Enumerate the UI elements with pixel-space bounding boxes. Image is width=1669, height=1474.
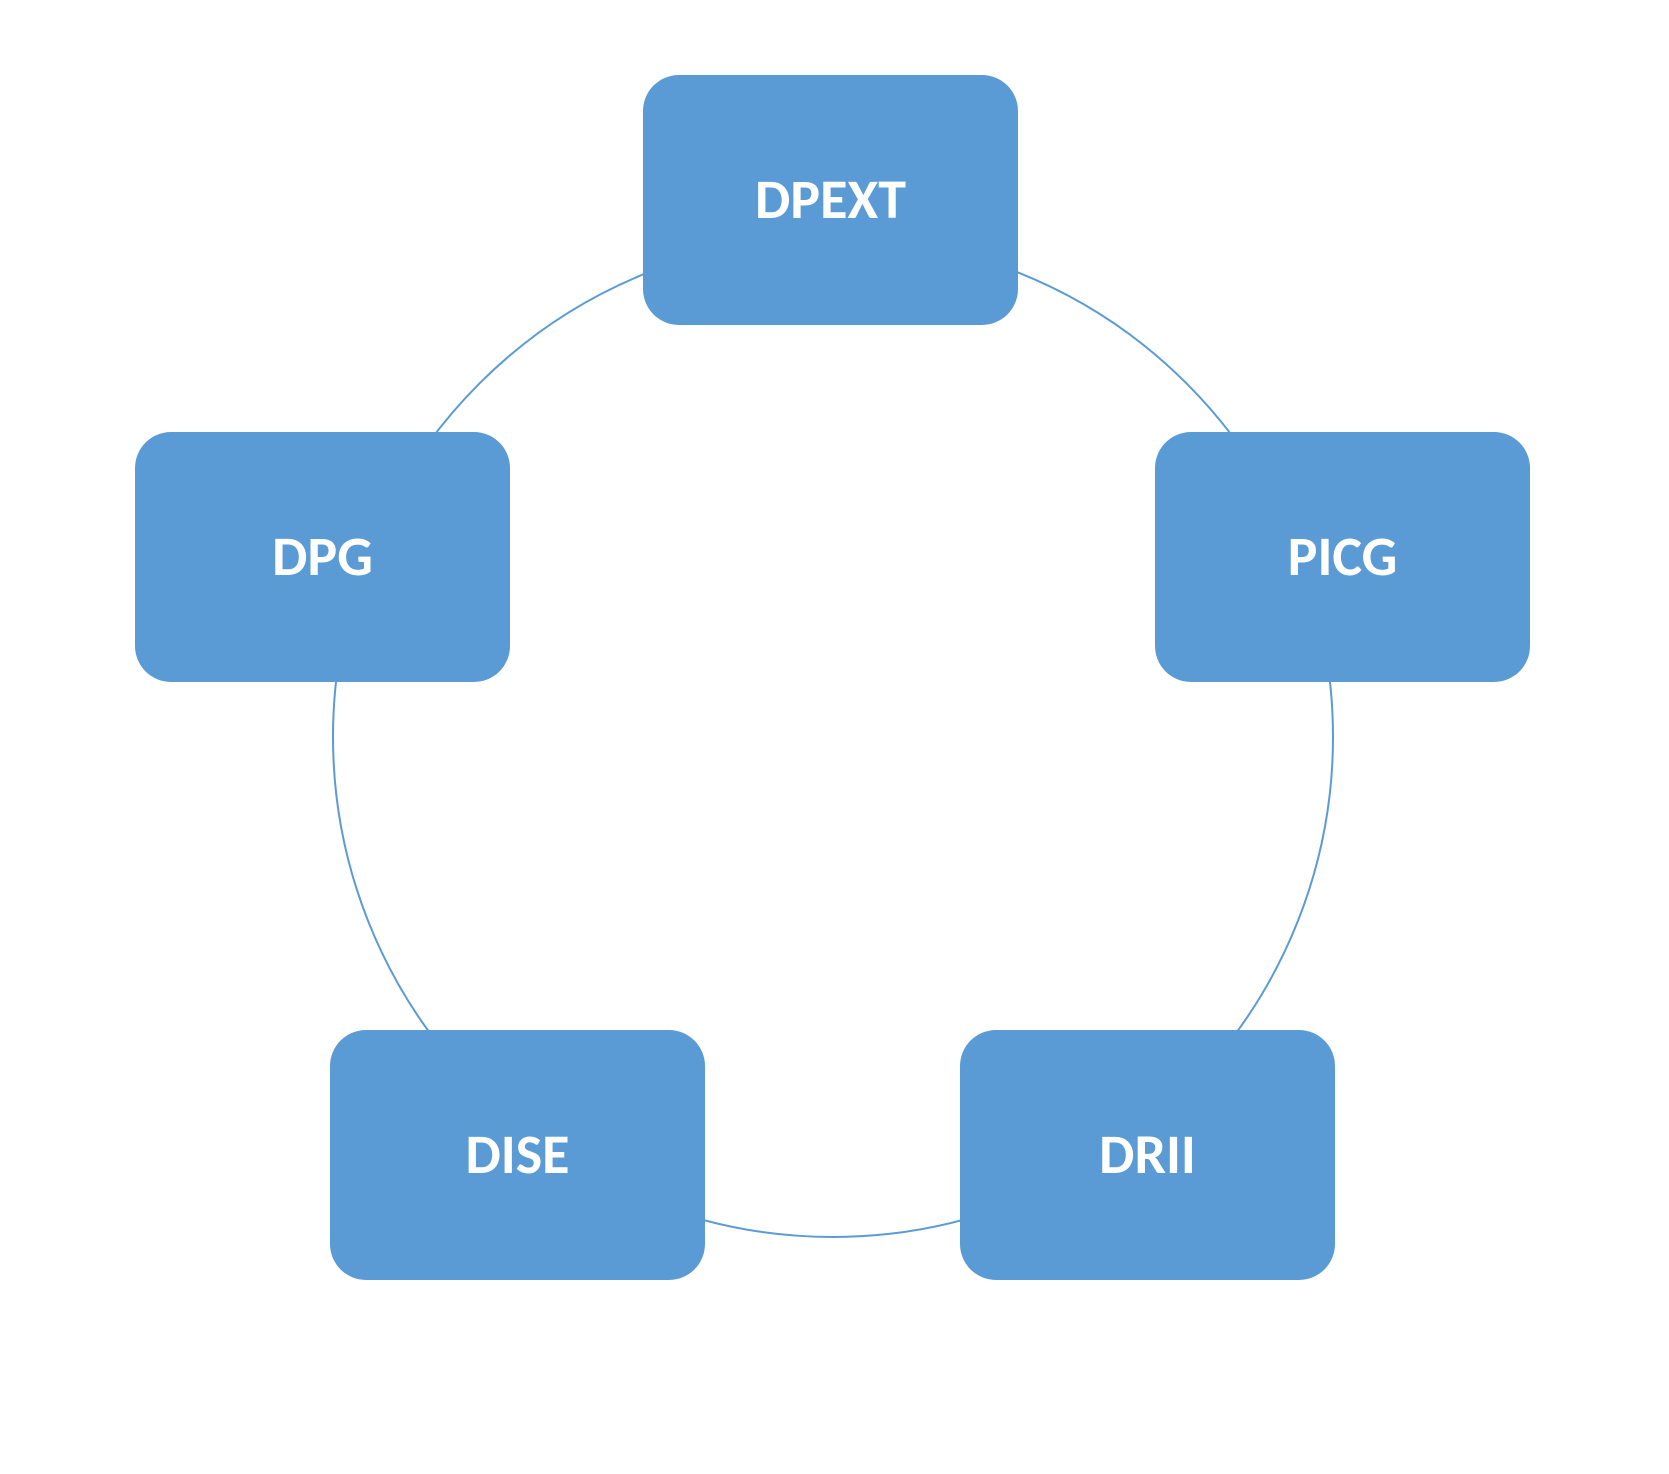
node-dpext: DPEXT bbox=[643, 75, 1018, 325]
node-drii: DRII bbox=[960, 1030, 1335, 1280]
node-dise: DISE bbox=[330, 1030, 705, 1280]
node-label: DISE bbox=[465, 1121, 569, 1189]
node-label: PICG bbox=[1288, 523, 1398, 591]
node-label: DPG bbox=[272, 523, 373, 591]
node-label: DPEXT bbox=[755, 166, 906, 234]
node-dpg: DPG bbox=[135, 432, 510, 682]
node-label: DRII bbox=[1099, 1121, 1196, 1189]
node-picg: PICG bbox=[1155, 432, 1530, 682]
cycle-diagram: DPEXT PICG DRII DISE DPG bbox=[0, 0, 1669, 1474]
